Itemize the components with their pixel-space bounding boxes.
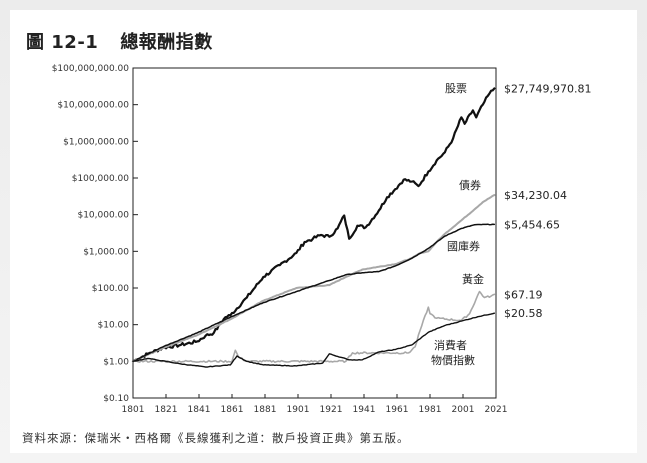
series-end-value: $20.58	[504, 307, 543, 320]
figure-source: 資料來源：傑瑞米・西格爾《長線獲利之道：散戶投資正典》第五版。	[22, 431, 410, 445]
x-tick-label: 1941	[353, 405, 376, 415]
figure-number: 圖 12-1	[26, 32, 99, 53]
series-label-stocks: 股票	[445, 82, 467, 95]
y-tick-label: $100,000.00	[72, 174, 130, 184]
figure-page	[10, 10, 637, 453]
y-tick-label: $100,000,000.00	[52, 64, 130, 74]
y-tick-label: $100.00	[92, 284, 129, 294]
series-line	[132, 223, 496, 363]
series-line	[132, 312, 496, 368]
y-tick-label: $0.10	[103, 394, 129, 404]
x-tick-label: 1861	[221, 405, 244, 415]
x-tick-label: 1901	[287, 405, 310, 415]
series-label-cpi-line1: 消費者	[434, 338, 467, 352]
series-label-gold: 黃金	[462, 272, 484, 286]
series-label-bonds: 債券	[459, 178, 481, 192]
figure-title: 圖 12-1 總報酬指數	[26, 28, 213, 54]
figure-title-text: 總報酬指數	[120, 32, 213, 53]
x-tick-label: 2001	[452, 405, 475, 415]
x-tick-label: 1801	[122, 405, 145, 415]
y-tick-label: $10.00	[98, 321, 130, 331]
y-tick-label: $1,000.00	[83, 247, 129, 257]
x-tick-label: 1961	[386, 405, 409, 415]
series-label-cpi-line2: 物價指數	[431, 353, 475, 367]
y-tick-label: $10,000.00	[77, 211, 129, 221]
series-end-value: $67.19	[504, 288, 543, 301]
series-line	[132, 290, 496, 364]
series-label-bills: 國庫券	[447, 239, 480, 253]
series-end-value: $5,454.65	[504, 218, 560, 231]
series-line	[131, 87, 496, 363]
plot-area	[132, 67, 497, 399]
x-tick-label: 2021	[485, 405, 508, 415]
x-tick-label: 1881	[254, 405, 277, 415]
x-tick-label: 1921	[320, 405, 343, 415]
y-tick-label: $10,000,000.00	[57, 101, 129, 111]
x-tick-label: 1821	[155, 405, 178, 415]
x-tick-label: 1981	[419, 405, 442, 415]
series-end-value: $27,749,970.81	[504, 82, 591, 95]
y-tick-label: $1.00	[103, 357, 129, 367]
x-tick-label: 1841	[188, 405, 211, 415]
series-end-value: $34,230.04	[504, 189, 567, 202]
y-tick-label: $1,000,000.00	[63, 137, 129, 147]
